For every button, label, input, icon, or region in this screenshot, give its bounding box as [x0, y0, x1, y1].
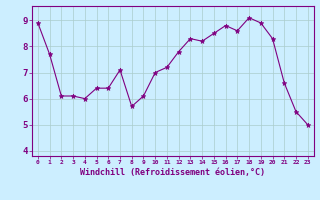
X-axis label: Windchill (Refroidissement éolien,°C): Windchill (Refroidissement éolien,°C)	[80, 168, 265, 177]
